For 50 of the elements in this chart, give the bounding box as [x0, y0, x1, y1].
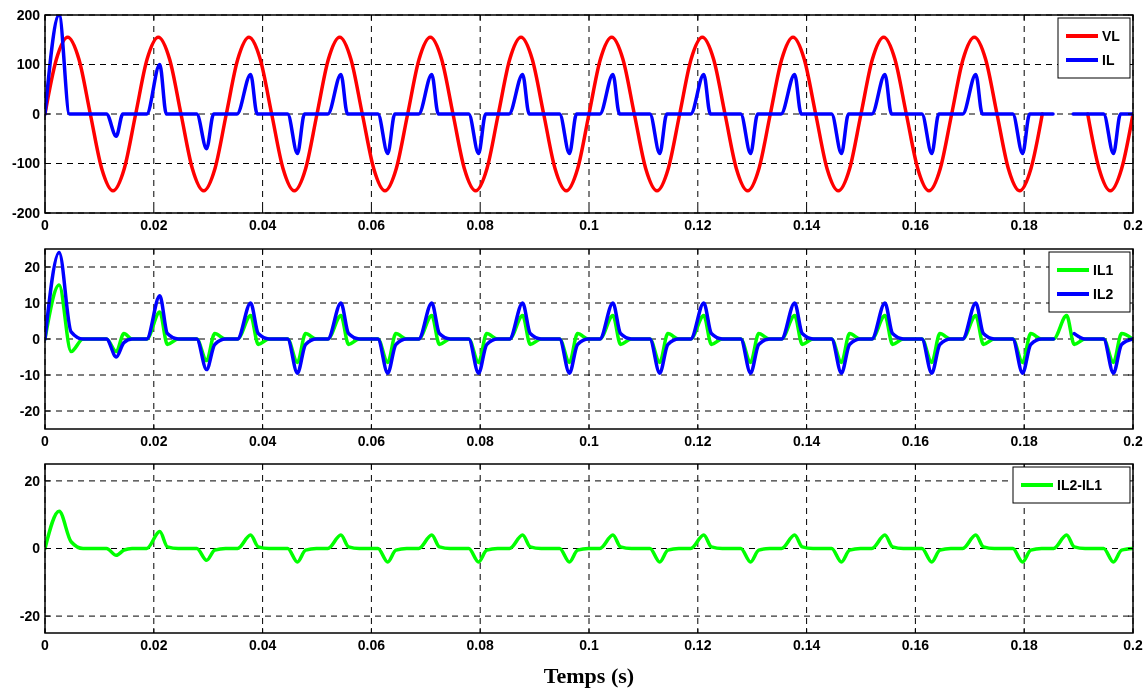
y-tick-label: 0	[32, 540, 41, 557]
legend-label: IL2-IL1	[1057, 476, 1103, 493]
x-tick-label: 0.06	[357, 217, 386, 233]
x-tick-label: 0.14	[792, 433, 821, 449]
x-tick-label: 0.12	[684, 433, 712, 449]
x-tick-label: 0.02	[140, 217, 168, 233]
x-tick-label: 0.16	[901, 637, 930, 653]
x-tick-label: 0.08	[466, 433, 495, 449]
x-tick-label: 0.16	[901, 217, 930, 233]
x-tick-label: 0.14	[792, 217, 821, 233]
x-tick-label: 0.02	[140, 637, 168, 653]
x-axis-title: Temps (s)	[543, 663, 635, 688]
x-tick-label: 0.12	[684, 637, 712, 653]
x-tick-label: 0.06	[357, 637, 386, 653]
x-tick-label: 0.08	[466, 217, 495, 233]
x-tick-label: 0.1	[579, 433, 599, 449]
x-tick-label: 0.08	[466, 637, 495, 653]
y-tick-label: -20	[19, 608, 41, 624]
y-tick-label: -100	[11, 155, 41, 172]
x-tick-label: 0.06	[357, 433, 386, 449]
x-tick-label: 0.18	[1010, 217, 1039, 233]
x-tick-label: 0.2	[1123, 433, 1143, 449]
y-tick-label: 0	[32, 330, 41, 347]
y-tick-label: 10	[24, 294, 41, 311]
legend-label: IL	[1102, 51, 1115, 68]
x-tick-label: 0.02	[140, 433, 168, 449]
legend-label: IL2	[1093, 285, 1114, 302]
y-tick-label: -20	[19, 402, 41, 419]
y-tick-label: 0	[32, 105, 41, 122]
x-tick-label: 0.1	[579, 217, 599, 233]
y-tick-label: 200	[16, 6, 41, 23]
x-tick-label: 0.1	[579, 637, 599, 653]
line-series	[45, 509, 1133, 564]
x-tick-label: 0.04	[248, 217, 277, 233]
y-tick-label: 20	[24, 472, 41, 489]
x-tick-label: 0.2	[1123, 637, 1143, 653]
legend-label: VL	[1102, 27, 1121, 44]
y-tick-label: -200	[11, 204, 41, 221]
x-tick-label: 0.18	[1010, 637, 1039, 653]
x-tick-label: 0.2	[1123, 217, 1143, 233]
y-tick-label: 100	[16, 56, 41, 73]
legend-label: IL1	[1093, 261, 1114, 278]
x-tick-label: 0.12	[684, 217, 712, 233]
x-tick-label: 0.14	[792, 637, 821, 653]
x-tick-label: 0.16	[901, 433, 930, 449]
x-tick-label: 0.04	[248, 637, 277, 653]
y-tick-label: -10	[19, 366, 41, 383]
y-tick-label: 20	[24, 258, 41, 275]
x-tick-label: 0.18	[1010, 433, 1039, 449]
x-tick-label: 0.04	[248, 433, 277, 449]
